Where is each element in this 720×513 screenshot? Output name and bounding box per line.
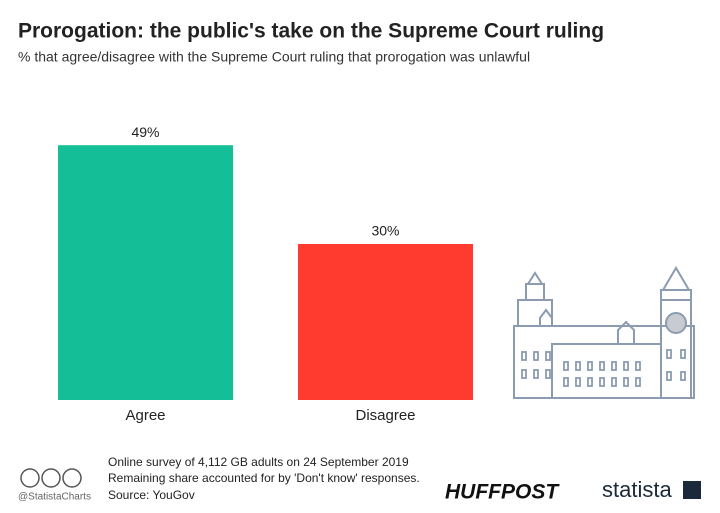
brand-mark: [683, 481, 701, 499]
note: Online survey of 4,112 GB adults on 24 S…: [108, 455, 409, 469]
value-label: 49%: [131, 124, 159, 140]
x-tick-label: Disagree: [355, 407, 415, 424]
x-tick-label: Agree: [125, 407, 165, 424]
value-label: 30%: [371, 223, 399, 239]
chart-title: Prorogation: the public's take on the Su…: [18, 20, 604, 43]
parliament-icon: [513, 266, 695, 399]
source: Source: YouGov: [108, 488, 195, 502]
note: Remaining share accounted for by 'Don't …: [108, 471, 420, 485]
brand-logo: statista: [602, 477, 672, 502]
chart-subtitle: % that agree/disagree with the Supreme C…: [18, 49, 530, 65]
partner-logo: HUFFPOST: [445, 481, 560, 504]
cc-icons: [20, 468, 82, 488]
bar: [298, 244, 473, 400]
bar: [58, 145, 233, 400]
handle: @StatistaCharts: [18, 492, 91, 503]
